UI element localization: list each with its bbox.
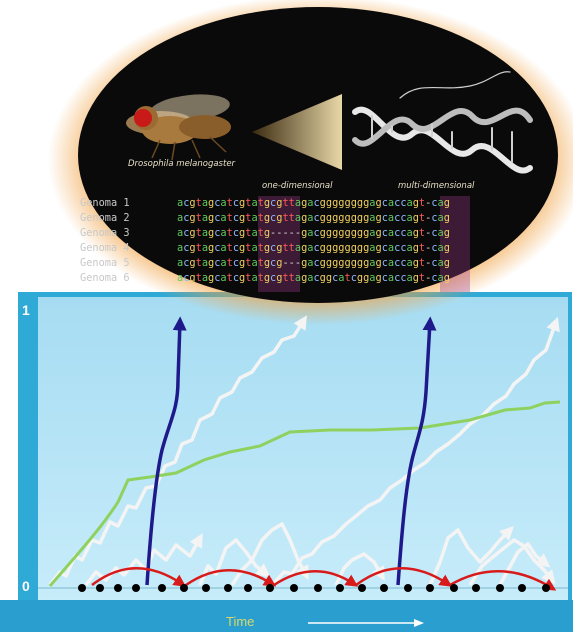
time-axis-band <box>0 600 573 632</box>
x-axis-label: Time <box>226 614 255 629</box>
red-hop-arrows <box>91 567 557 591</box>
one-dimensional-caption: one-dimensional <box>262 181 333 191</box>
alignment-seq-4: acgtagcatcgtatgcgttagacggggggggagcaccagt… <box>177 242 450 254</box>
white-walk-5 <box>230 522 309 586</box>
alignment-seq-5: acgtagcatcgtatgcg---gacggggggggagcaccagt… <box>177 257 450 269</box>
alignment-row-6: Genoma 6 acgtagcatcgtatgcgttagacggcatcgga… <box>80 271 450 285</box>
column-highlight-right <box>440 196 470 292</box>
alignment-label-2: Genoma 2 <box>80 212 130 224</box>
alignment-label-1: Genoma 1 <box>80 197 130 209</box>
alignment-seq-1: acgtagcatcgtatgcgttagacggggggggagcaccagt… <box>177 197 450 209</box>
fruit-fly-image <box>126 94 231 161</box>
alignment-label-6: Genoma 6 <box>80 272 130 284</box>
white-walk-1 <box>48 315 307 587</box>
blue-arrow-2 <box>396 316 437 586</box>
red-hop-2 <box>185 569 277 587</box>
alignment-label-3: Genoma 3 <box>80 227 130 239</box>
y-axis-bottom-label: 0 <box>22 578 30 594</box>
alignment-row-4: Genoma 4 acgtagcatcgtatgcgttagacgggggggga… <box>80 241 450 255</box>
alignment-seq-6: acgtagcatcgtatgcgttagacggcatcggagcaccagt… <box>177 272 450 284</box>
white-walk-6 <box>334 552 385 586</box>
dimension-triangle <box>252 94 342 170</box>
diffusion-panel <box>0 292 573 632</box>
panel-plot-area <box>38 297 568 600</box>
alignment-row-1: Genoma 1 acgtagcatcgtatgcgttagacgggggggga… <box>80 196 450 210</box>
alignment-label-5: Genoma 5 <box>80 257 130 269</box>
white-walk-4 <box>198 538 271 586</box>
multi-dimensional-caption: multi-dimensional <box>398 181 475 191</box>
alignment-label-4: Genoma 4 <box>80 242 130 254</box>
red-hop-4 <box>355 567 453 587</box>
state-dots <box>78 584 550 592</box>
alignment-row-3: Genoma 3 acgtagcatcgtatg-----gacgggggggga… <box>80 226 450 240</box>
red-hop-3 <box>273 570 359 587</box>
y-axis-top-label: 1 <box>22 302 30 318</box>
alignment-row-2: Genoma 2 acgtagcatcgtatgcgttagacgggggggga… <box>80 211 450 225</box>
dna-helix-image <box>352 71 533 174</box>
alignment-seq-2: acgtagcatcgtatgcgttagacggggggggagcaccagt… <box>177 212 450 224</box>
red-hop-5 <box>449 569 557 591</box>
white-walk-2 <box>270 316 560 587</box>
plot-marks <box>48 315 561 592</box>
red-hop-1 <box>91 567 187 587</box>
green-line <box>48 400 561 587</box>
white-walk-7 <box>428 526 514 586</box>
genome-alignment: Genoma 1 acgtagcatcgtatgcgttagacgggggggga… <box>80 196 550 292</box>
genome-oval <box>48 0 573 325</box>
white-walk-3 <box>84 533 203 587</box>
column-highlight-left <box>258 196 300 292</box>
blue-arrow-1 <box>145 316 187 586</box>
alignment-row-5: Genoma 5 acgtagcatcgtatgcg---gacgggggggga… <box>80 256 450 270</box>
species-caption: Drosophila melanogaster <box>128 159 236 169</box>
alignment-seq-3: acgtagcatcgtatg-----gacggggggggagcaccagt… <box>177 227 450 239</box>
